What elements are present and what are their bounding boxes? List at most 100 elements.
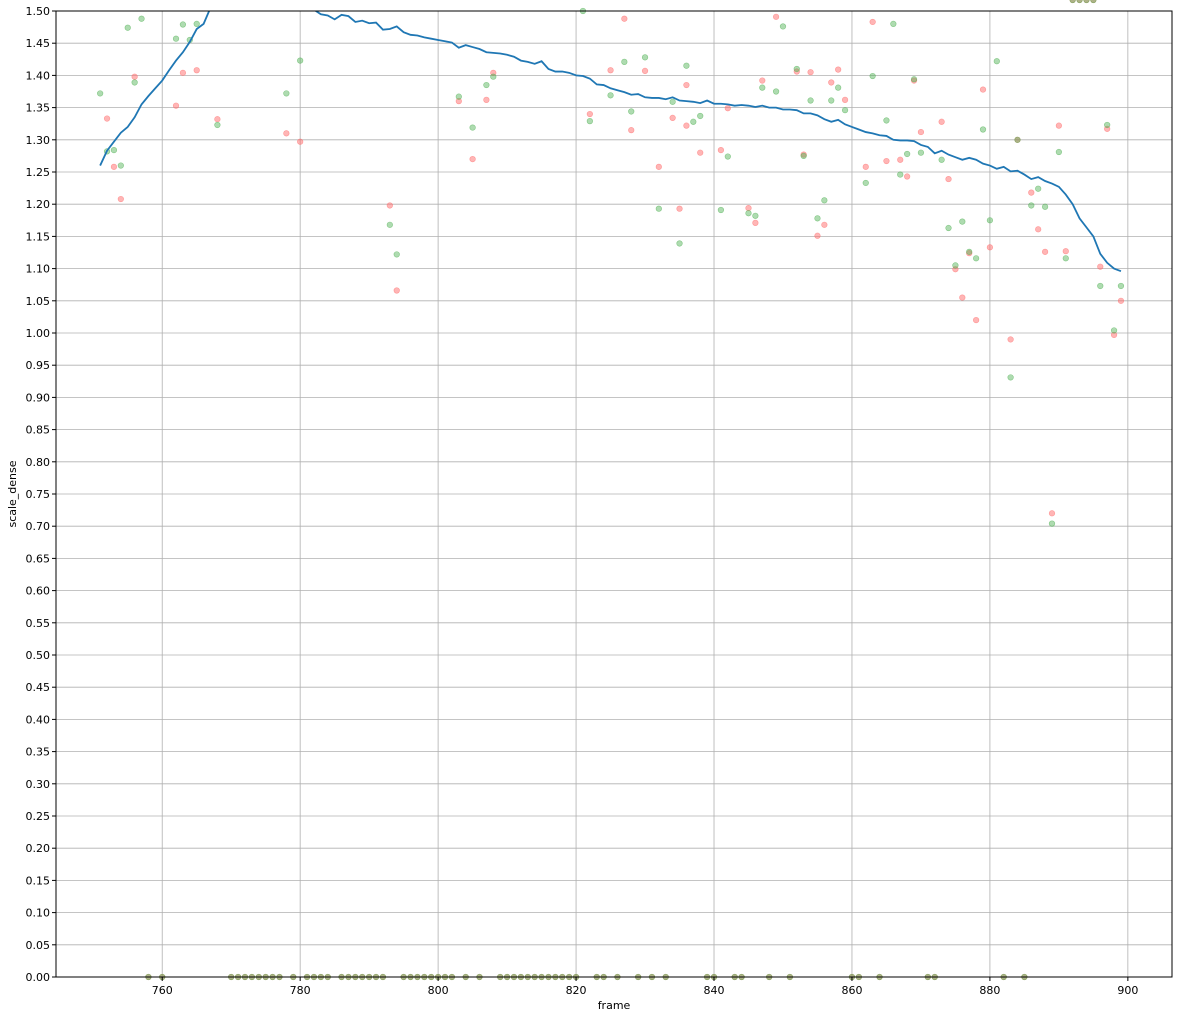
- green-data-point: [986, 217, 994, 224]
- smoothed-line: [99, 11, 1122, 273]
- x-axis-label: frame: [598, 999, 631, 1012]
- red-data-point: [841, 96, 849, 103]
- green-data-point: [1069, 0, 1076, 4]
- y-tick-label: 1.40: [26, 69, 51, 82]
- smoothed-line-layer: [99, 11, 1122, 273]
- y-tick-label: 0.70: [26, 520, 51, 533]
- green-data-point: [1117, 282, 1125, 290]
- green-data-point: [110, 147, 118, 154]
- y-tick-label: 0.05: [26, 939, 51, 952]
- green-data-point: [683, 62, 690, 69]
- x-tick-label: 800: [428, 984, 449, 997]
- x-tick-label: 820: [566, 984, 587, 997]
- red-data-point: [883, 157, 890, 165]
- green-data-point: [131, 79, 138, 86]
- green-data-point: [979, 126, 987, 133]
- green-data-point: [1076, 0, 1083, 4]
- x-tick-label: 880: [979, 984, 1000, 997]
- green-data-point: [910, 76, 918, 83]
- y-tick-label: 0.45: [26, 681, 51, 694]
- green-data-point: [1083, 0, 1090, 4]
- green-data-point: [628, 108, 635, 115]
- green-data-point: [1048, 520, 1056, 527]
- green-data-point: [214, 121, 221, 129]
- green-data-point: [807, 97, 814, 104]
- y-tick-label: 0.10: [26, 907, 51, 920]
- red-data-point: [103, 115, 111, 122]
- red-data-point: [655, 163, 662, 170]
- green-data-point: [297, 57, 304, 64]
- x-tick-label: 780: [290, 984, 311, 997]
- green-data-point: [897, 171, 904, 178]
- green-data-point: [283, 90, 290, 97]
- red-data-point: [1007, 336, 1014, 343]
- red-data-point: [821, 221, 828, 228]
- y-tick-label: 0.90: [26, 391, 51, 404]
- green-data-point: [1090, 0, 1097, 4]
- y-tick-label: 1.05: [26, 295, 51, 308]
- y-tick-label: 0.30: [26, 778, 51, 791]
- green-data-point: [862, 179, 869, 187]
- green-data-point: [1041, 203, 1049, 210]
- red-data-point: [973, 317, 980, 324]
- red-data-point: [393, 287, 400, 294]
- green-data-point: [821, 197, 828, 204]
- x-axis-ticks: 760 780 800 820 840 860 880 900: [152, 977, 1138, 997]
- grid-lines: [56, 10, 1172, 978]
- green-data-point: [641, 54, 649, 61]
- red-data-point: [628, 127, 635, 134]
- green-data-point: [993, 58, 1000, 65]
- green-data-point: [455, 93, 462, 100]
- green-data-point: [469, 124, 476, 131]
- red-data-point: [683, 122, 690, 129]
- green-data-point: [841, 107, 849, 114]
- y-tick-label: 1.50: [26, 5, 51, 18]
- red-data-point: [814, 232, 821, 239]
- y-tick-label: 0.85: [26, 424, 51, 437]
- red-data-point: [752, 219, 759, 226]
- x-tick-label: 760: [152, 984, 173, 997]
- red-data-point: [193, 67, 200, 74]
- green-data-point: [621, 58, 628, 65]
- y-axis-ticks: 0.00 0.05 0.10 0.15 0.20 0.25 0.30 0.35 0.40 0.45…: [26, 5, 56, 984]
- red-data-point: [621, 15, 628, 22]
- red-data-point: [697, 149, 704, 156]
- green-data-point: [1062, 255, 1069, 262]
- y-tick-label: 0.50: [26, 649, 51, 662]
- green-data-point: [745, 210, 752, 217]
- red-data-point: [386, 202, 393, 209]
- red-data-point: [1048, 510, 1056, 517]
- green-data-point: [883, 117, 890, 124]
- green-data-point: [117, 162, 124, 169]
- green-data-point: [717, 206, 725, 214]
- y-tick-label: 1.25: [26, 166, 51, 179]
- red-data-point: [1055, 122, 1062, 129]
- y-tick-label: 0.55: [26, 617, 51, 630]
- y-tick-label: 1.30: [26, 134, 51, 147]
- red-data-point: [1062, 248, 1069, 255]
- red-data-point: [904, 173, 911, 180]
- red-data-point: [1028, 189, 1035, 196]
- y-tick-label: 0.60: [26, 585, 51, 598]
- green-data-point: [772, 88, 780, 95]
- red-data-point: [214, 116, 221, 123]
- green-data-point: [386, 221, 393, 228]
- green-data-point: [97, 90, 104, 97]
- red-data-point: [1097, 263, 1104, 270]
- red-data-point: [759, 77, 766, 84]
- y-tick-label: 0.95: [26, 359, 51, 372]
- green-data-point: [959, 218, 966, 225]
- red-data-point: [938, 118, 945, 125]
- red-data-point: [586, 110, 593, 118]
- green-data-point: [1055, 148, 1062, 156]
- green-data-point: [793, 65, 800, 73]
- green-data-point: [1097, 282, 1104, 290]
- red-data-point: [131, 73, 138, 80]
- y-tick-label: 1.45: [26, 37, 51, 50]
- green-data-point: [835, 84, 842, 91]
- y-tick-label: 0.75: [26, 488, 51, 501]
- y-tick-label: 1.35: [26, 102, 51, 115]
- green-data-point: [138, 15, 145, 22]
